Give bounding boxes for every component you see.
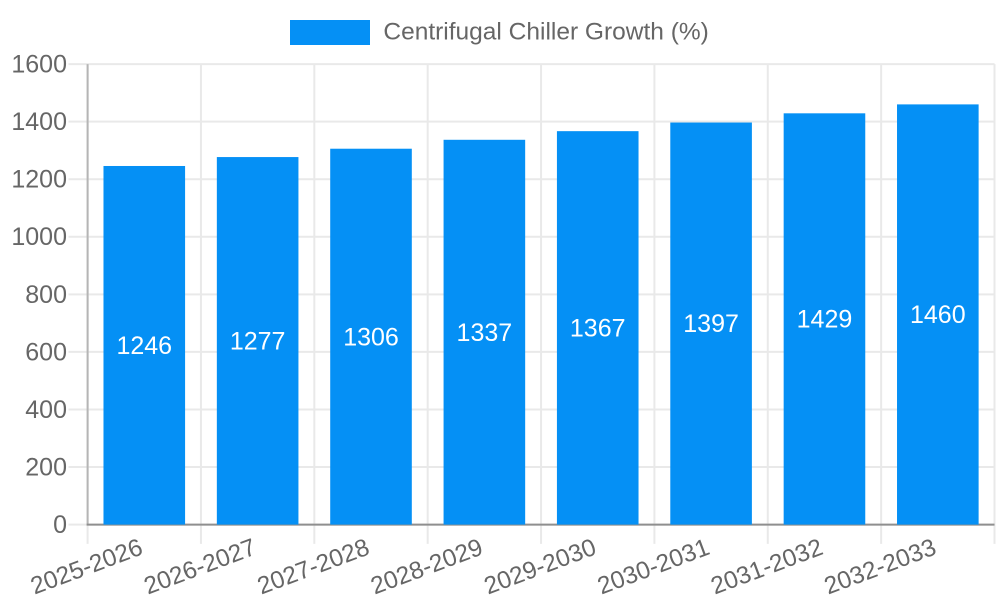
svg-text:1306: 1306: [343, 323, 399, 351]
svg-text:1429: 1429: [797, 306, 853, 334]
svg-text:1000: 1000: [11, 223, 67, 251]
svg-text:400: 400: [25, 396, 67, 424]
svg-text:1400: 1400: [11, 108, 67, 136]
svg-text:1337: 1337: [457, 319, 513, 347]
svg-text:200: 200: [25, 453, 67, 481]
svg-text:1460: 1460: [910, 301, 966, 329]
svg-text:1277: 1277: [230, 327, 286, 355]
svg-text:1367: 1367: [570, 314, 626, 342]
svg-text:1200: 1200: [11, 166, 67, 194]
svg-text:1246: 1246: [116, 332, 172, 360]
svg-text:1600: 1600: [11, 51, 67, 79]
svg-text:800: 800: [25, 281, 67, 309]
svg-text:Centrifugal Chiller Growth (%): Centrifugal Chiller Growth (%): [383, 19, 708, 46]
svg-text:1397: 1397: [683, 310, 739, 338]
svg-text:600: 600: [25, 338, 67, 366]
svg-text:0: 0: [53, 511, 67, 539]
